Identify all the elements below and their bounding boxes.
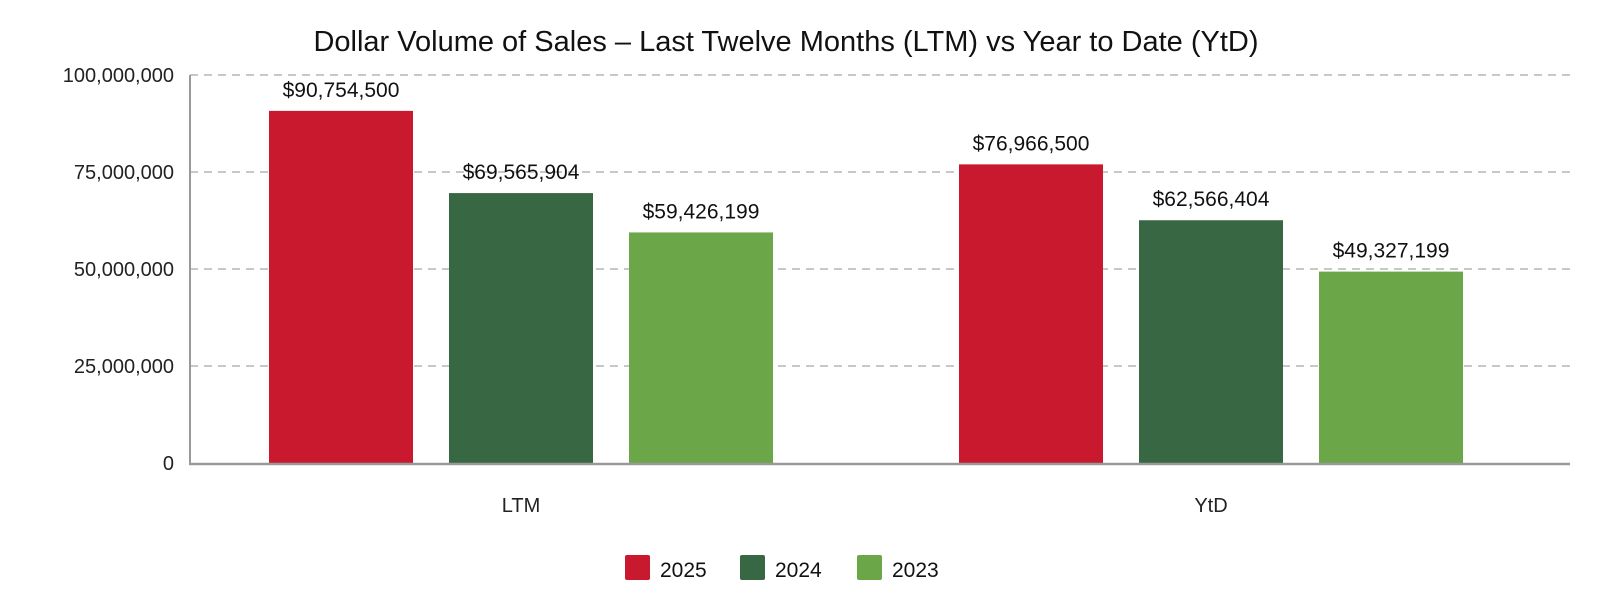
legend-swatch	[740, 555, 765, 580]
data-labels: $90,754,500 $69,565,904 $59,426,199 $76,966…	[283, 79, 1450, 263]
y-axis-ticks: 0 25,000,000 50,000,000 75,000,000 100,000,0…	[63, 65, 174, 475]
legend: 2025 2024 2023	[625, 555, 939, 582]
y-tick-label: 75,000,000	[74, 162, 174, 184]
bars	[269, 110, 1463, 463]
bar-2023-ltm	[629, 232, 773, 463]
data-label: $90,754,500	[283, 79, 400, 102]
chart-title: Dollar Volume of Sales – Last Twelve Mon…	[313, 26, 1258, 58]
bar-2023-ytd	[1319, 271, 1463, 463]
x-axis-categories: LTM YtD	[502, 495, 1228, 517]
x-category-label: LTM	[502, 495, 541, 517]
bar-2024-ytd	[1139, 220, 1283, 463]
legend-item-2024[interactable]: 2024	[740, 555, 822, 582]
y-tick-label: 25,000,000	[74, 356, 174, 378]
legend-label: 2024	[775, 559, 822, 582]
data-label: $62,566,404	[1153, 188, 1270, 211]
legend-item-2023[interactable]: 2023	[857, 555, 939, 582]
bar-2025-ytd	[959, 164, 1103, 463]
x-category-label: YtD	[1194, 495, 1227, 517]
legend-label: 2025	[660, 559, 707, 582]
data-label: $49,327,199	[1333, 240, 1450, 263]
legend-item-2025[interactable]: 2025	[625, 555, 707, 582]
y-tick-label: 50,000,000	[74, 259, 174, 281]
data-label: $69,565,904	[463, 161, 580, 184]
data-label: $59,426,199	[643, 200, 760, 223]
legend-label: 2023	[892, 559, 939, 582]
y-tick-label: 0	[163, 453, 174, 475]
legend-swatch	[857, 555, 882, 580]
bar-2024-ltm	[449, 193, 593, 463]
legend-swatch	[625, 555, 650, 580]
y-tick-label: 100,000,000	[63, 65, 174, 87]
bar-2025-ltm	[269, 110, 413, 463]
data-label: $76,966,500	[973, 132, 1090, 155]
